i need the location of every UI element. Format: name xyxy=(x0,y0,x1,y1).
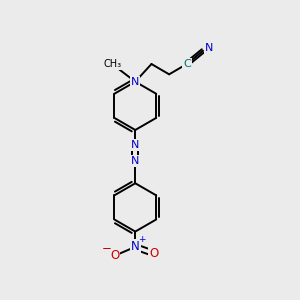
Text: −: − xyxy=(101,242,111,255)
Text: N: N xyxy=(131,77,140,87)
Text: N: N xyxy=(131,140,140,150)
Text: +: + xyxy=(138,235,146,244)
Text: C: C xyxy=(183,59,191,69)
Text: N: N xyxy=(131,240,140,254)
Text: CH₃: CH₃ xyxy=(103,59,122,69)
Text: N: N xyxy=(131,156,140,166)
Text: N: N xyxy=(206,44,214,53)
Text: O: O xyxy=(149,247,158,260)
Text: O: O xyxy=(110,249,119,262)
